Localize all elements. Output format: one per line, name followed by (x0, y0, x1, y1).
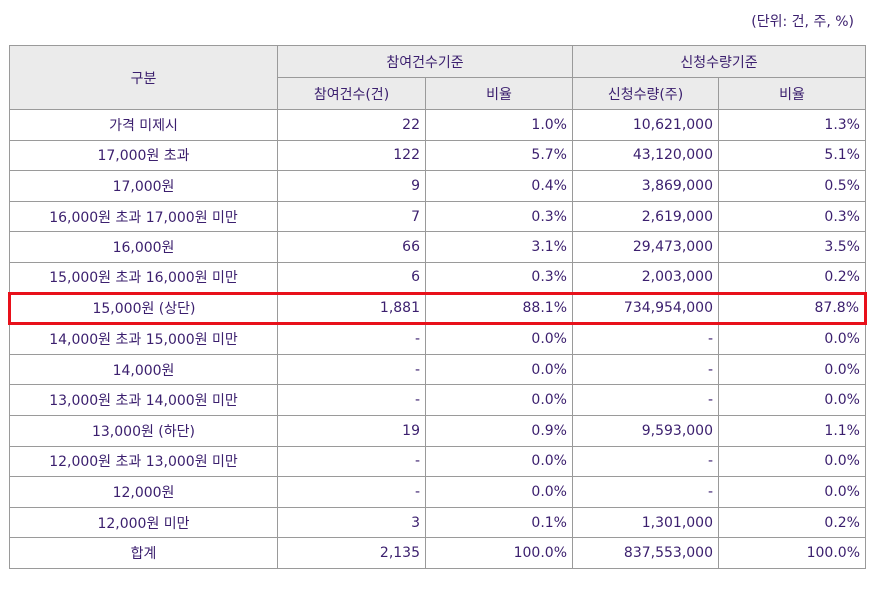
quantity-cell: 2,003,000 (572, 261, 719, 294)
quantity-ratio-cell: 100.0% (718, 537, 866, 569)
quantity-ratio-cell: 87.8% (718, 291, 867, 326)
count-cell: 22 (277, 109, 426, 141)
header-count: 참여건수(건) (277, 77, 426, 110)
count-ratio-cell: 0.0% (425, 384, 573, 416)
count-ratio-cell: 100.0% (425, 537, 573, 569)
count-ratio-cell: 0.0% (425, 476, 573, 508)
quantity-cell: - (572, 323, 719, 355)
count-cell: 6 (277, 261, 426, 294)
row-label-cell: 13,000원 (하단) (9, 414, 278, 447)
quantity-cell: 29,473,000 (572, 231, 719, 263)
unit-note: (단위: 건, 주, %) (751, 14, 854, 30)
count-ratio-cell: 1.0% (425, 109, 573, 141)
quantity-ratio-cell: 1.1% (718, 414, 866, 447)
quantity-ratio-cell: 5.1% (718, 139, 866, 172)
count-ratio-cell: 0.0% (425, 445, 573, 478)
row-label-cell: 17,000원 초과 (9, 139, 278, 172)
row-label-cell: 16,000원 초과 17,000원 미만 (9, 200, 278, 233)
count-cell: 9 (277, 170, 426, 202)
table-row: 17,000원 초과 122 5.7% 43,120,000 5.1% (9, 139, 866, 172)
count-ratio-cell: 0.0% (425, 353, 573, 386)
table-row-highlighted: 15,000원 (상단) 1,881 88.1% 734,954,000 87.8% (8, 291, 867, 326)
row-label-cell: 16,000원 (9, 231, 278, 263)
row-label-cell: 12,000원 미만 (9, 506, 278, 539)
table-row: 13,000원 (하단) 19 0.9% 9,593,000 1.1% (9, 414, 866, 447)
row-label-cell: 15,000원 초과 16,000원 미만 (9, 261, 278, 294)
count-cell: 3 (277, 506, 426, 539)
table-row: 12,000원 -0.0% -0.0% (9, 476, 866, 508)
header-group-count: 참여건수기준 (277, 45, 573, 78)
demand-forecast-table: 구분 참여건수기준 신청수량기준 참여건수(건) 비율 신청수량(주) 비율 가… (8, 45, 867, 569)
table-row: 14,000원 초과 15,000원 미만 -0.0% -0.0% (9, 323, 866, 355)
header-quantity: 신청수량(주) (572, 77, 719, 110)
count-cell: 7 (277, 200, 426, 233)
quantity-cell: 3,869,000 (572, 170, 719, 202)
quantity-ratio-cell: 0.0% (718, 476, 866, 508)
quantity-ratio-cell: 0.3% (718, 200, 866, 233)
quantity-cell: 734,954,000 (572, 291, 719, 326)
row-label-cell: 13,000원 초과 14,000원 미만 (9, 384, 278, 416)
quantity-ratio-cell: 0.5% (718, 170, 866, 202)
quantity-cell: 9,593,000 (572, 414, 719, 447)
count-cell: 1,881 (277, 291, 426, 326)
count-ratio-cell: 3.1% (425, 231, 573, 263)
quantity-cell: 837,553,000 (572, 537, 719, 569)
quantity-cell: - (572, 353, 719, 386)
count-cell: - (277, 445, 426, 478)
quantity-cell: 2,619,000 (572, 200, 719, 233)
quantity-ratio-cell: 0.2% (718, 506, 866, 539)
row-label-cell: 14,000원 초과 15,000원 미만 (9, 323, 278, 355)
count-cell: 66 (277, 231, 426, 263)
count-ratio-cell: 0.1% (425, 506, 573, 539)
count-cell: 122 (277, 139, 426, 172)
header-quantity-ratio: 비율 (718, 77, 866, 110)
quantity-ratio-cell: 1.3% (718, 109, 866, 141)
table-row: 가격 미제시 22 1.0% 10,621,000 1.3% (9, 109, 866, 141)
row-label-cell: 17,000원 (9, 170, 278, 202)
table-row: 14,000원 -0.0% -0.0% (9, 353, 866, 386)
quantity-cell: - (572, 384, 719, 416)
table-row: 17,000원 9 0.4% 3,869,000 0.5% (9, 170, 866, 202)
quantity-cell: - (572, 476, 719, 508)
count-cell: - (277, 476, 426, 508)
count-ratio-cell: 0.3% (425, 200, 573, 233)
quantity-ratio-cell: 0.2% (718, 261, 866, 294)
row-label-cell: 14,000원 (9, 353, 278, 386)
quantity-ratio-cell: 0.0% (718, 445, 866, 478)
count-cell: - (277, 384, 426, 416)
table-row: 16,000원 초과 17,000원 미만 7 0.3% 2,619,000 0.3% (9, 200, 866, 233)
quantity-cell: - (572, 445, 719, 478)
count-ratio-cell: 5.7% (425, 139, 573, 172)
count-ratio-cell: 0.0% (425, 323, 573, 355)
table-row: 12,000원 초과 13,000원 미만 -0.0% -0.0% (9, 445, 866, 478)
row-label-cell: 15,000원 (상단) (8, 291, 278, 326)
count-ratio-cell: 0.3% (425, 261, 573, 294)
count-cell: - (277, 353, 426, 386)
table-row: 15,000원 초과 16,000원 미만 6 0.3% 2,003,000 0.2% (9, 261, 866, 294)
table-row: 16,000원 66 3.1% 29,473,000 3.5% (9, 231, 866, 263)
header-count-ratio: 비율 (425, 77, 573, 110)
count-cell: 2,135 (277, 537, 426, 569)
quantity-ratio-cell: 0.0% (718, 384, 866, 416)
row-label-cell: 합계 (9, 537, 278, 569)
quantity-cell: 10,621,000 (572, 109, 719, 141)
quantity-ratio-cell: 3.5% (718, 231, 866, 263)
count-cell: 19 (277, 414, 426, 447)
header-category: 구분 (9, 45, 278, 110)
table-row: 13,000원 초과 14,000원 미만 -0.0% -0.0% (9, 384, 866, 416)
header-group-quantity: 신청수량기준 (572, 45, 866, 78)
row-label-cell: 가격 미제시 (9, 109, 278, 141)
count-cell: - (277, 323, 426, 355)
count-ratio-cell: 0.9% (425, 414, 573, 447)
quantity-cell: 1,301,000 (572, 506, 719, 539)
row-label-cell: 12,000원 (9, 476, 278, 508)
count-ratio-cell: 0.4% (425, 170, 573, 202)
quantity-ratio-cell: 0.0% (718, 323, 866, 355)
table-row: 합계 2,135 100.0% 837,553,000 100.0% (9, 537, 866, 569)
table-row: 12,000원 미만 3 0.1% 1,301,000 0.2% (9, 506, 866, 539)
count-ratio-cell: 88.1% (425, 291, 573, 326)
quantity-cell: 43,120,000 (572, 139, 719, 172)
quantity-ratio-cell: 0.0% (718, 353, 866, 386)
row-label-cell: 12,000원 초과 13,000원 미만 (9, 445, 278, 478)
